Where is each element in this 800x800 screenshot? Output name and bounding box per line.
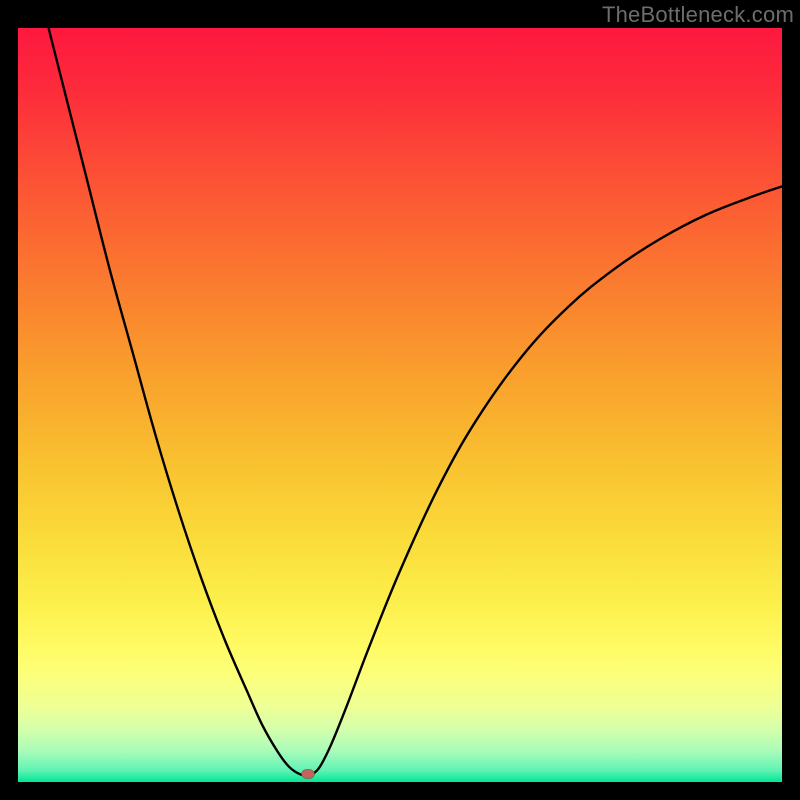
plot-area <box>18 28 782 782</box>
bottleneck-curve <box>18 28 782 782</box>
curve-left-branch <box>49 28 309 775</box>
optimum-marker <box>301 769 315 779</box>
watermark-text: TheBottleneck.com <box>602 2 794 28</box>
chart-container: TheBottleneck.com <box>0 0 800 800</box>
curve-right-branch <box>312 186 782 774</box>
